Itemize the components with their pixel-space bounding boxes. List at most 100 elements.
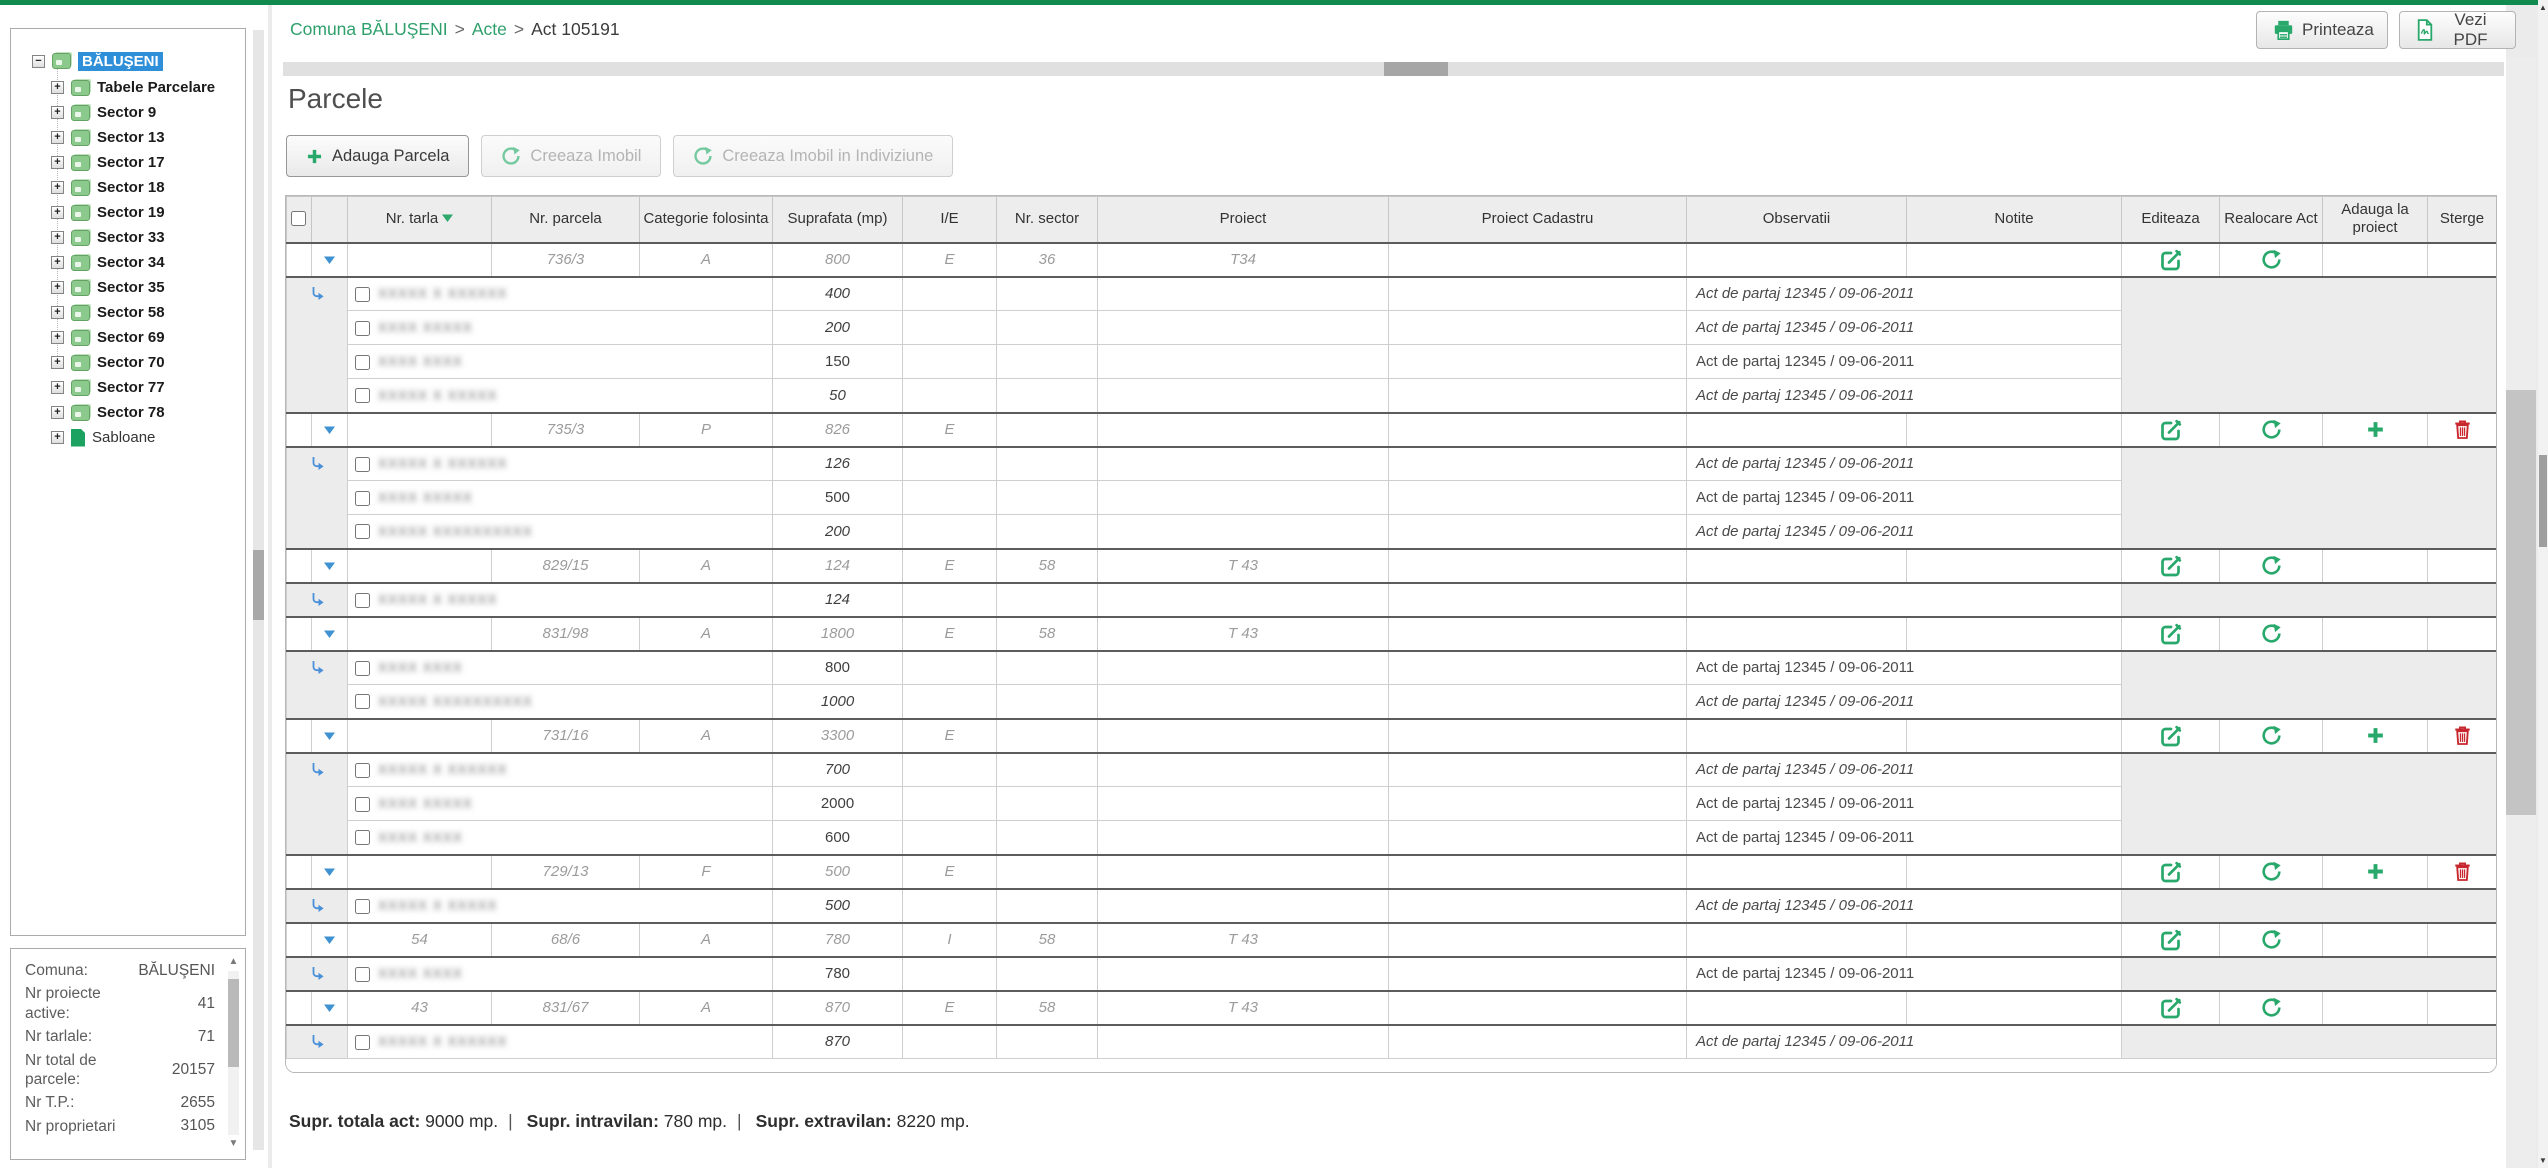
tree-item-label[interactable]: Sector 35 (97, 279, 165, 296)
caret-down-icon[interactable] (324, 732, 335, 741)
sidebar-scroll-thumb[interactable] (253, 550, 264, 620)
delete-icon[interactable] (2454, 725, 2471, 746)
sidebar-scrollbar[interactable] (253, 30, 264, 1150)
sort-icon[interactable] (442, 214, 454, 226)
owner-checkbox[interactable] (355, 1034, 370, 1050)
expand-icon[interactable]: + (51, 131, 64, 144)
printeaza-button[interactable]: Printeaza (2256, 11, 2388, 49)
select-all-checkbox[interactable] (291, 211, 306, 227)
breadcrumb-link[interactable]: Comuna BĂLUŞENI (290, 19, 448, 39)
tree-item-label[interactable]: Sector 18 (97, 179, 165, 196)
tree-item-label[interactable]: Sector 19 (97, 204, 165, 221)
tree-item-label[interactable]: Sector 70 (97, 354, 165, 371)
expand-icon[interactable]: + (51, 381, 64, 394)
edit-icon[interactable] (2160, 725, 2182, 747)
owner-checkbox[interactable] (355, 490, 370, 506)
caret-down-icon[interactable] (324, 936, 335, 945)
expand-icon[interactable]: + (51, 231, 64, 244)
add-to-project-icon[interactable] (2366, 862, 2385, 881)
edit-icon[interactable] (2160, 555, 2182, 577)
tree-item-sector-13[interactable]: + Sector 13 (11, 125, 245, 150)
edit-icon[interactable] (2160, 249, 2182, 271)
browser-scroll-thumb[interactable] (2539, 455, 2547, 547)
realocare-act-icon[interactable] (2261, 929, 2282, 950)
browser-scrollbar[interactable]: ▲ ▼ (2538, 0, 2548, 1168)
tree-item-label[interactable]: BĂLUŞENI (78, 51, 163, 71)
tree-item-label[interactable]: Sector 58 (97, 304, 165, 321)
edit-icon[interactable] (2160, 997, 2182, 1019)
realocare-act-icon[interactable] (2261, 623, 2282, 644)
caret-down-icon[interactable] (324, 868, 335, 877)
tree-item-tabele-parcelare[interactable]: + Tabele Parcelare (11, 75, 245, 100)
scroll-down-icon[interactable]: ▼ (228, 1138, 239, 1149)
tree-item-label[interactable]: Sector 13 (97, 129, 165, 146)
caret-down-icon[interactable] (324, 1004, 335, 1013)
add-to-project-icon[interactable] (2366, 726, 2385, 745)
tree-item-sector-33[interactable]: + Sector 33 (11, 225, 245, 250)
horizontal-scrollbar[interactable] (283, 62, 2504, 76)
tree-item-sabloane[interactable]: + Sabloane (11, 425, 245, 450)
expand-icon[interactable]: + (51, 156, 64, 169)
tree-item-sector-69[interactable]: + Sector 69 (11, 325, 245, 350)
content-scrollbar[interactable] (2506, 57, 2536, 1168)
scroll-up-icon[interactable]: ▲ (2539, 3, 2547, 12)
owner-checkbox[interactable] (355, 966, 370, 982)
tree-item-sector-70[interactable]: + Sector 70 (11, 350, 245, 375)
edit-icon[interactable] (2160, 861, 2182, 883)
add-to-project-icon[interactable] (2366, 420, 2385, 439)
tree-item-sector-35[interactable]: + Sector 35 (11, 275, 245, 300)
owner-checkbox[interactable] (355, 524, 370, 540)
edit-icon[interactable] (2160, 929, 2182, 951)
owner-checkbox[interactable] (355, 762, 370, 778)
breadcrumb-link[interactable]: Acte (471, 19, 507, 39)
tree-item-label[interactable]: Sabloane (92, 429, 156, 446)
owner-checkbox[interactable] (355, 286, 370, 302)
col-select[interactable] (286, 196, 312, 243)
expand-icon[interactable]: + (51, 331, 64, 344)
expand-icon[interactable]: + (51, 106, 64, 119)
owner-checkbox[interactable] (355, 456, 370, 472)
expand-icon[interactable]: + (51, 206, 64, 219)
realocare-act-icon[interactable] (2261, 555, 2282, 576)
tree-item-root[interactable]: − BĂLUŞENI (11, 47, 245, 75)
expand-icon[interactable]: + (51, 356, 64, 369)
edit-icon[interactable] (2160, 623, 2182, 645)
edit-icon[interactable] (2160, 419, 2182, 441)
tree-item-label[interactable]: Sector 69 (97, 329, 165, 346)
owner-checkbox[interactable] (355, 830, 370, 846)
tree-item-sector-18[interactable]: + Sector 18 (11, 175, 245, 200)
scroll-down-icon[interactable]: ▼ (2539, 1156, 2547, 1165)
scroll-up-icon[interactable]: ▲ (228, 956, 239, 967)
vezi-pdf-button[interactable]: Vezi PDF (2399, 10, 2516, 49)
tree-item-label[interactable]: Tabele Parcelare (97, 79, 216, 96)
owner-checkbox[interactable] (355, 898, 370, 914)
stats-scrollbar[interactable]: ▲ ▼ (225, 955, 242, 1151)
tree-item-sector-19[interactable]: + Sector 19 (11, 200, 245, 225)
tree-item-sector-78[interactable]: + Sector 78 (11, 400, 245, 425)
owner-checkbox[interactable] (355, 694, 370, 710)
stats-scroll-thumb[interactable] (228, 979, 239, 1067)
expand-icon[interactable]: + (51, 181, 64, 194)
owner-checkbox[interactable] (355, 388, 370, 404)
tree-item-sector-17[interactable]: + Sector 17 (11, 150, 245, 175)
owner-checkbox[interactable] (355, 320, 370, 336)
caret-down-icon[interactable] (324, 426, 335, 435)
adauga-parcela-button[interactable]: Adauga Parcela (286, 135, 470, 177)
tree-item-sector-34[interactable]: + Sector 34 (11, 250, 245, 275)
expand-icon[interactable]: + (51, 81, 64, 94)
tree-item-label[interactable]: Sector 9 (97, 104, 157, 121)
tree-item-sector-58[interactable]: + Sector 58 (11, 300, 245, 325)
delete-icon[interactable] (2454, 419, 2471, 440)
horizontal-scroll-thumb[interactable] (1384, 62, 1448, 76)
owner-checkbox[interactable] (355, 354, 370, 370)
caret-down-icon[interactable] (324, 562, 335, 571)
tree-item-label[interactable]: Sector 34 (97, 254, 165, 271)
realocare-act-icon[interactable] (2261, 249, 2282, 270)
owner-checkbox[interactable] (355, 660, 370, 676)
realocare-act-icon[interactable] (2261, 997, 2282, 1018)
tree-item-label[interactable]: Sector 78 (97, 404, 165, 421)
caret-down-icon[interactable] (324, 256, 335, 265)
owner-checkbox[interactable] (355, 796, 370, 812)
expand-icon[interactable]: + (51, 306, 64, 319)
realocare-act-icon[interactable] (2261, 861, 2282, 882)
